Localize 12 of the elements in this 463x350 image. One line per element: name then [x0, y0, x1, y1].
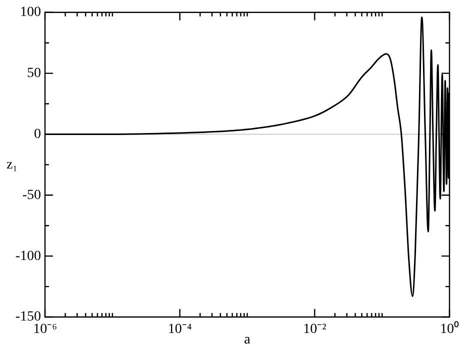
x-tick-label: 10⁻² — [303, 322, 326, 338]
y-tick-label: 0 — [34, 126, 41, 142]
y-tick-label: -100 — [15, 248, 41, 264]
x-axis-title: a — [244, 332, 252, 348]
y-tick-label: 50 — [27, 66, 41, 81]
y-axis-title: z₁ — [6, 157, 18, 172]
y-tick-label: 100 — [20, 5, 41, 20]
y-tick-label: -150 — [15, 310, 41, 325]
y-tick-label: -50 — [22, 188, 41, 203]
x-tick-label: 10⁻⁴ — [168, 322, 192, 338]
x-tick-label: 10⁰ — [440, 321, 459, 338]
x-tick-label: 10⁻⁶ — [33, 322, 58, 338]
